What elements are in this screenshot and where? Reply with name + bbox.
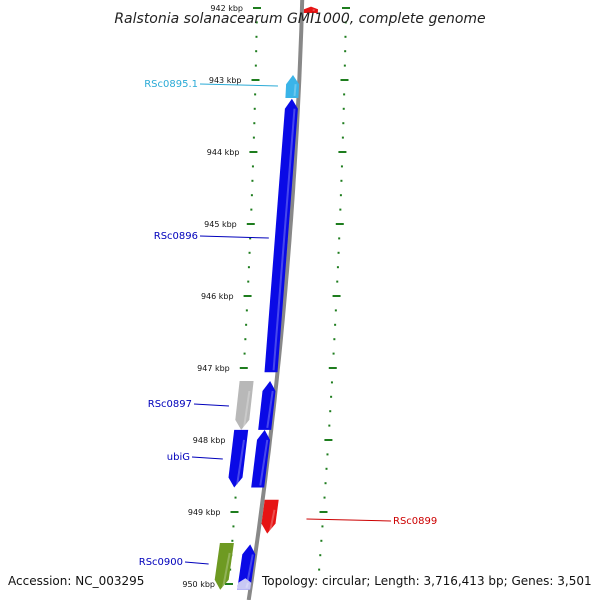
tick-label: 942 kbp [210,4,243,13]
sequence-backbone [246,0,305,600]
label-leader-line [306,518,392,522]
gene-label-ubig[interactable]: ubiG [167,452,190,463]
backbone-line [246,0,305,600]
tick-label: 950 kbp [182,580,215,589]
tick-label: 943 kbp [209,76,242,85]
tick-label: 946 kbp [201,292,234,301]
feature-labels: RSc0895.1 RSc0896 RSc0897 ubiG RSc0899 RSc090… [139,79,438,568]
gene-pre-top[interactable] [303,6,318,13]
label-leader-line [184,561,209,565]
gene-highlight [293,84,297,97]
genome-summary-text: Topology: circular; Length: 3,716,413 bp… [262,574,592,588]
scale-ticks: 942 kbp 943 kbp 944 kbp 945 kbp 946 kbp 947 k… [182,4,261,589]
gene-label-rsc0900[interactable]: RSc0900 [139,557,183,568]
accession-text: Accession: NC_003295 [8,574,145,588]
label-leader-line [199,235,269,239]
gene-highlight [243,390,251,429]
gene-highlight [269,509,276,532]
scale-dots [313,7,350,585]
tick-label: 947 kbp [197,364,230,373]
tick-label: 945 kbp [204,220,237,229]
gene-rsc0896[interactable] [264,98,298,373]
feature-track [214,6,318,590]
gene-label-rsc0896[interactable]: RSc0896 [154,231,198,242]
gene-rsc0895-1[interactable] [285,75,300,98]
gene-rsc0900[interactable] [214,543,234,590]
gene-highlight [266,390,274,429]
gene-rsc0899[interactable] [261,499,279,534]
gene-rsc0901[interactable] [237,544,256,590]
gene-rsc0901b[interactable] [237,578,252,590]
gene-highlight [245,582,249,589]
gene-highlight [272,108,296,371]
gene-highlight [222,552,231,588]
gene-label-rsc0897[interactable]: RSc0897 [148,399,192,410]
gene-highlight [259,439,269,486]
label-leader-line [199,83,278,87]
gene-label-rsc0899[interactable]: RSc0899 [393,516,437,527]
tick-label: 948 kbp [193,436,226,445]
gene-ubigb[interactable] [251,429,270,488]
gene-label-rsc0895-1[interactable]: RSc0895.1 [144,79,198,90]
label-leader-line [191,456,223,460]
label-leader-line [193,403,229,407]
map-title: Ralstonia solanacearum GMI1000, complete… [114,11,485,27]
gene-rsc0897[interactable] [235,381,254,430]
tick-label: 949 kbp [188,508,221,517]
tick-label: 944 kbp [207,148,240,157]
gene-highlight [236,439,245,486]
gene-ubig[interactable] [228,429,249,488]
gene-rsc0897b[interactable] [258,381,276,430]
